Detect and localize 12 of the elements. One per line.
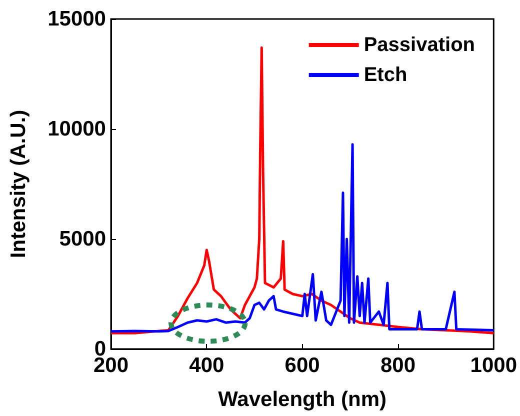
legend-label: Etch: [364, 64, 408, 86]
y-tick-label: 5000: [59, 228, 106, 250]
y-tick-label: 10000: [48, 118, 106, 140]
x-tick-label: 1000: [470, 354, 517, 377]
x-tick-label: 600: [284, 354, 320, 377]
y-tick-label: 15000: [48, 8, 106, 30]
x-axis-title: Wavelength (nm): [218, 388, 387, 411]
y-axis-title: Intensity (A.U.): [7, 110, 30, 258]
x-tick-label: 800: [380, 354, 416, 377]
legend-label: Passivation: [364, 34, 476, 56]
line-series: [110, 143, 495, 333]
x-tick-label: 400: [189, 354, 224, 377]
